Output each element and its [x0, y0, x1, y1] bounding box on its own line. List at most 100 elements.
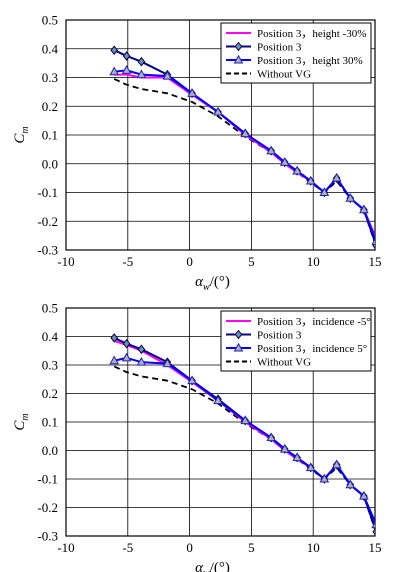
series-3-point [359, 204, 369, 214]
legend-marker-3 [233, 342, 244, 352]
chart-panel-1: -10 -5 0 5 10 15 -0.3 -0.2 -0.1 0.0 0.1 0.2 0.3 0.4 0.… [12, 13, 382, 294]
x-tick-label: -10 [57, 254, 74, 269]
x-tick-label: 0 [186, 254, 193, 269]
plot-frame [65, 307, 376, 537]
series-2-point [137, 344, 146, 355]
legend-marker-2 [234, 329, 243, 340]
y-tick-label: -0.2 [37, 500, 58, 515]
x-axis-label-sub: w [203, 282, 210, 293]
series-3-point [331, 459, 342, 469]
series-2-point [137, 56, 146, 67]
series-2-point [110, 333, 119, 343]
y-tick-label: -0.1 [37, 185, 58, 200]
series-3-point [345, 479, 356, 489]
series-3-point [240, 415, 251, 425]
series-line-1 [114, 73, 375, 239]
series-3-point [319, 187, 330, 196]
plot-area [109, 333, 375, 535]
series-3-point [279, 157, 290, 166]
legend-label-2: Position 3 [257, 42, 302, 54]
y-tick-label: 0.5 [42, 13, 58, 28]
legend-label-3: Position 3，height 30% [257, 55, 363, 67]
series-3-point [162, 358, 173, 368]
series-3-point [121, 352, 132, 362]
series-3-point [213, 395, 223, 405]
x-tick-label: 10 [307, 254, 320, 269]
series-3-point [359, 490, 369, 500]
y-tick-label: -0.3 [37, 243, 58, 258]
x-axis-label-main: α [195, 560, 204, 572]
x-tick-label: 15 [369, 254, 382, 269]
series-2-point [122, 338, 131, 349]
y-tick-label: 0.1 [42, 128, 58, 143]
series-3-point [292, 165, 302, 175]
y-axis-label-main: C [12, 133, 28, 144]
series-3-point [109, 66, 120, 76]
legend-label-4: Without VG [257, 69, 311, 81]
legend: Position 3，height -30% Position 3Position… [220, 22, 372, 84]
series-3-point [187, 375, 197, 385]
plot-frame [65, 19, 376, 251]
series-3-point [187, 88, 197, 97]
y-axis-label: Cm [12, 126, 31, 143]
legend-label-1: Position 3，incidence -5° [257, 316, 371, 328]
x-axis-label-sub: w [203, 568, 210, 572]
legend-label-2: Position 3 [257, 330, 302, 342]
series-line-3 [113, 356, 375, 525]
y-axis-label: Cm [12, 413, 31, 430]
y-axis-label-sub: m [20, 126, 31, 133]
series-3-point [136, 356, 147, 366]
y-tick-label: -0.1 [37, 472, 58, 487]
series-3-point [371, 238, 375, 245]
series-3-point [305, 462, 316, 472]
y-tick-label: 0.4 [42, 329, 59, 344]
x-axis-label-unit: /(°) [210, 560, 230, 572]
series-3-point [331, 172, 342, 182]
series-3-point [292, 452, 302, 462]
series-3-point [279, 443, 290, 453]
x-axis-label-main: α [195, 274, 204, 290]
legend-marker-2 [234, 41, 243, 52]
y-tick-label: -0.3 [37, 529, 58, 544]
series-3-point [121, 65, 132, 74]
y-axis-label-sub: m [20, 413, 31, 420]
x-tick-label: -10 [57, 540, 74, 555]
series-3-point [305, 175, 316, 185]
legend-label-4: Without VG [257, 357, 311, 369]
y-tick-label: -0.2 [37, 214, 58, 229]
series-2-point [110, 45, 119, 55]
series-3-point [345, 193, 356, 202]
y-axis-label-main: C [12, 420, 28, 431]
series-2-point [372, 528, 375, 535]
y-tick-label: 0.0 [42, 156, 58, 171]
x-axis-label: αw/(°) [195, 274, 230, 293]
y-tick-label: 0.4 [42, 41, 59, 56]
series-3-point [109, 355, 120, 365]
legend-label-1: Position 3，height -30% [257, 28, 366, 40]
x-tick-label: -5 [122, 540, 133, 555]
x-axis-label-unit: /(°) [210, 274, 230, 290]
y-tick-label: 0.2 [42, 99, 58, 114]
series-3-point [162, 70, 173, 80]
series-3-point [371, 521, 375, 529]
legend-marker-3 [233, 54, 244, 64]
chart-panel-2: -10 -5 0 5 10 15 -0.3 -0.2 -0.1 0.0 0.1 0.2 0.3 0.4 0.… [12, 301, 382, 572]
y-tick-label: 0.0 [42, 443, 58, 458]
series-3-point [240, 128, 251, 138]
series-2-point [122, 51, 131, 61]
y-tick-label: 0.3 [42, 70, 58, 85]
series-3-point [266, 432, 277, 442]
legend: Position 3，incidence -5° Position 3Positi… [220, 310, 372, 372]
x-tick-label: 0 [186, 540, 193, 555]
x-axis-label: αw/(°) [195, 560, 230, 572]
x-tick-label: -5 [122, 254, 133, 269]
series-3-point [213, 106, 223, 116]
series-line-4 [113, 78, 375, 247]
series-line-3 [114, 69, 375, 241]
series-3-point [319, 473, 330, 483]
y-tick-label: 0.5 [42, 301, 58, 316]
y-tick-label: 0.3 [42, 358, 58, 373]
series-3-point [266, 145, 277, 155]
x-tick-label: 5 [248, 540, 255, 555]
